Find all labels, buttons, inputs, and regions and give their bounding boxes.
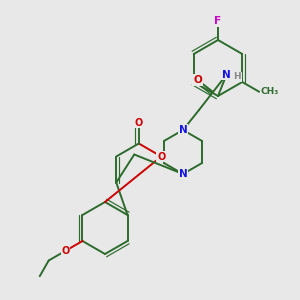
- Text: O: O: [157, 152, 165, 161]
- Text: N: N: [222, 70, 231, 80]
- Text: H: H: [234, 72, 241, 81]
- Text: CH₃: CH₃: [260, 87, 278, 96]
- Text: N: N: [178, 169, 188, 179]
- Text: O: O: [61, 246, 70, 256]
- Text: O: O: [135, 118, 143, 128]
- Text: F: F: [214, 16, 222, 26]
- Text: N: N: [178, 125, 188, 135]
- Text: O: O: [193, 75, 202, 85]
